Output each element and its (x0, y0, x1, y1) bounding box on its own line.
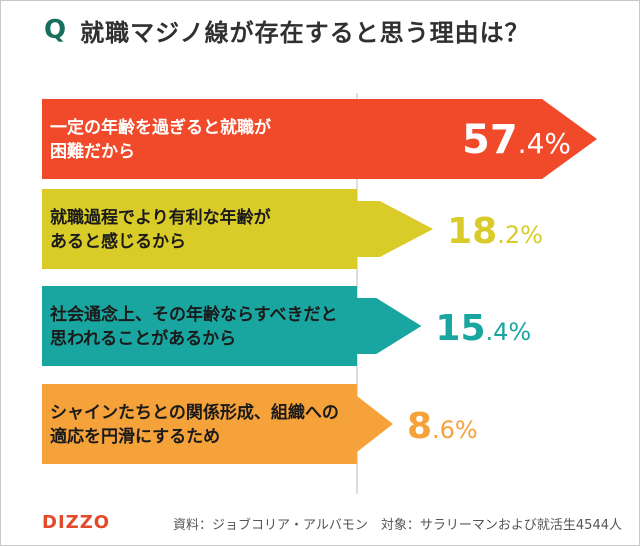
value-dec-3: .4% (486, 318, 532, 346)
category-box-2 (42, 189, 357, 269)
value-dec-2: .2% (497, 221, 543, 249)
category-label-2-line-1: 就職過程でより有利な年齢が (50, 207, 271, 228)
chart-title: 就職マジノ線が存在すると思う理由は？ (80, 18, 530, 47)
question-mark: Q (44, 15, 67, 45)
footer: DIZZO 資料：ジョブコリア・アルバモン 対象：サラリーマンおよび就活生454… (0, 508, 640, 538)
value-label-1: 57.4% (462, 117, 571, 163)
value-dec-1: .4% (518, 127, 571, 160)
dizzo-logo: DIZZO (42, 512, 111, 533)
category-label-4-line-2: 適応を円滑にするため (50, 426, 220, 447)
bar-1 (357, 99, 598, 179)
bar-3 (357, 298, 422, 354)
value-int-2: 18 (447, 211, 497, 252)
value-label-4: 8.6% (407, 406, 478, 447)
category-label-4-line-1: シャインたちとの関係形成、組織への (50, 402, 339, 423)
category-box-4 (42, 384, 357, 464)
bar-4 (356, 396, 393, 452)
category-label-3-line-2: 思われることがあるから (50, 328, 236, 349)
category-label-2-line-2: あると感じるから (50, 231, 186, 252)
question-header: Q 就職マジノ線が存在すると思う理由は？ (44, 10, 530, 50)
category-label-3-line-1: 社会通念上、その年齢ならすべきだと (49, 304, 337, 325)
value-dec-4: .6% (432, 416, 478, 444)
value-label-2: 18.2% (447, 211, 543, 252)
source-note: 資料：ジョブコリア・アルバモン 対象：サラリーマンおよび就活生4544人 (173, 518, 622, 533)
category-box-3 (42, 286, 357, 366)
value-int-1: 57 (462, 117, 518, 163)
category-box-1 (42, 99, 357, 179)
value-int-3: 15 (435, 308, 485, 349)
value-int-4: 8 (407, 406, 432, 447)
bar-2 (357, 201, 434, 257)
category-label-1-line-2: 困難だから (50, 141, 135, 162)
category-label-1-line-1: 一定の年齢を過ぎると就職が (50, 117, 271, 138)
value-label-3: 15.4% (435, 308, 531, 349)
